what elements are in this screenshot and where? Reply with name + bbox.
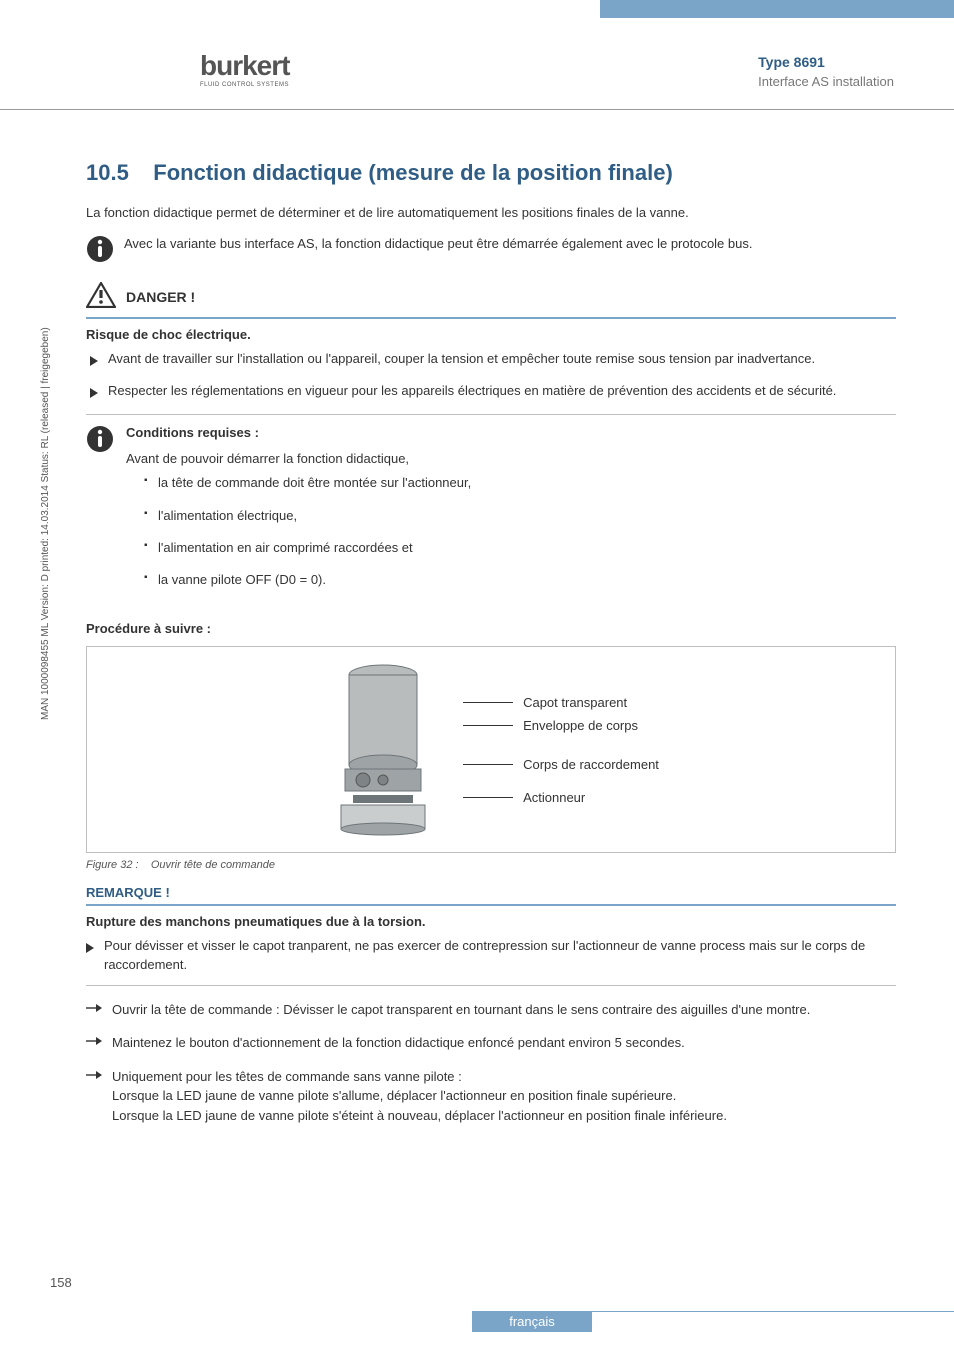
- section-heading: 10.5 Fonction didactique (mesure de la p…: [86, 160, 896, 186]
- logo: burkert FLUID CONTROL SYSTEMS: [200, 50, 289, 88]
- logo-text: burkert: [200, 50, 289, 82]
- side-meta-text: MAN 1000098455 ML Version: D printed: 14…: [40, 327, 51, 720]
- step-text: Ouvrir la tête de commande : Dévisser le…: [112, 1000, 810, 1020]
- danger-item: Respecter les réglementations en vigueur…: [90, 382, 896, 404]
- step-text: Maintenez le bouton d'actionnement de la…: [112, 1033, 685, 1053]
- danger-box: Risque de choc électrique. Avant de trav…: [86, 317, 896, 415]
- arrow-icon: [86, 1067, 104, 1126]
- info-note-row: Avec la variante bus interface AS, la fo…: [86, 235, 896, 268]
- condition-item: la vanne pilote OFF (D0 = 0).: [144, 571, 896, 589]
- step-item: Maintenez le bouton d'actionnement de la…: [86, 1033, 896, 1053]
- remarque-box: Rupture des manchons pneumatiques due à …: [86, 904, 896, 986]
- remarque-title: REMARQUE !: [86, 885, 896, 900]
- arrow-icon: [86, 1033, 104, 1053]
- header-subtitle: Interface AS installation: [758, 74, 894, 89]
- remarque-item-text: Pour dévisser et visser le capot tranpar…: [104, 937, 896, 975]
- danger-item-text: Respecter les réglementations en vigueur…: [108, 382, 836, 404]
- step-text: Uniquement pour les têtes de commande sa…: [112, 1067, 727, 1126]
- figure-caption-text: Ouvrir tête de commande: [151, 859, 275, 871]
- danger-subtitle: Risque de choc électrique.: [86, 327, 896, 342]
- page-number: 158: [50, 1275, 72, 1290]
- type-label: Type 8691: [758, 54, 894, 70]
- figure-label: Capot transparent: [523, 695, 627, 710]
- section-number: 10.5: [86, 160, 129, 185]
- condition-item: la tête de commande doit être montée sur…: [144, 474, 896, 492]
- header-right: Type 8691 Interface AS installation: [758, 54, 894, 89]
- info-icon: [86, 425, 114, 604]
- steps-list: Ouvrir la tête de commande : Dévisser le…: [86, 1000, 896, 1126]
- logo-subtext: FLUID CONTROL SYSTEMS: [200, 82, 289, 88]
- figure-label: Corps de raccordement: [523, 757, 659, 772]
- info-note-text: Avec la variante bus interface AS, la fo…: [124, 235, 752, 254]
- arrow-icon: [86, 1000, 104, 1020]
- device-diagram: [323, 657, 443, 842]
- triangle-bullet-icon: [90, 353, 100, 372]
- danger-header: DANGER !: [86, 282, 896, 313]
- figure-label: Actionneur: [523, 790, 585, 805]
- conditions-box: Conditions requises : Avant de pouvoir d…: [86, 425, 896, 604]
- triangle-bullet-icon: [90, 385, 100, 404]
- step-item: Ouvrir la tête de commande : Dévisser le…: [86, 1000, 896, 1020]
- conditions-lead: Avant de pouvoir démarrer la fonction di…: [126, 450, 896, 469]
- footer-language: français: [472, 1311, 592, 1332]
- figure-box: Capot transparent Enveloppe de corps Cor…: [86, 646, 896, 853]
- figure-labels: Capot transparent Enveloppe de corps Cor…: [463, 687, 659, 813]
- section-title: Fonction didactique (mesure de la positi…: [153, 160, 673, 185]
- top-accent-tab: [600, 0, 954, 18]
- remarque-item: Pour dévisser et visser le capot tranpar…: [86, 937, 896, 975]
- step-item: Uniquement pour les têtes de commande sa…: [86, 1067, 896, 1126]
- intro-paragraph: La fonction didactique permet de détermi…: [86, 204, 896, 223]
- conditions-title: Conditions requises :: [126, 425, 896, 440]
- procedure-title: Procédure à suivre :: [86, 621, 896, 636]
- info-icon: [86, 235, 114, 268]
- figure-caption: Figure 32 : Ouvrir tête de commande: [86, 859, 896, 871]
- main-content: 10.5 Fonction didactique (mesure de la p…: [86, 160, 896, 1139]
- remarque-subtitle: Rupture des manchons pneumatiques due à …: [86, 914, 896, 929]
- danger-item-text: Avant de travailler sur l'installation o…: [108, 350, 815, 372]
- danger-title: DANGER !: [126, 289, 195, 305]
- page-header: burkert FLUID CONTROL SYSTEMS Type 8691 …: [0, 40, 954, 110]
- figure-label: Enveloppe de corps: [523, 718, 638, 733]
- condition-item: l'alimentation en air comprimé raccordée…: [144, 539, 896, 557]
- conditions-list: la tête de commande doit être montée sur…: [144, 474, 896, 589]
- condition-item: l'alimentation électrique,: [144, 507, 896, 525]
- triangle-bullet-icon: [86, 940, 96, 975]
- figure-caption-prefix: Figure 32 :: [86, 859, 139, 871]
- danger-item: Avant de travailler sur l'installation o…: [90, 350, 896, 372]
- warning-triangle-icon: [86, 282, 116, 313]
- danger-list: Avant de travailler sur l'installation o…: [90, 350, 896, 404]
